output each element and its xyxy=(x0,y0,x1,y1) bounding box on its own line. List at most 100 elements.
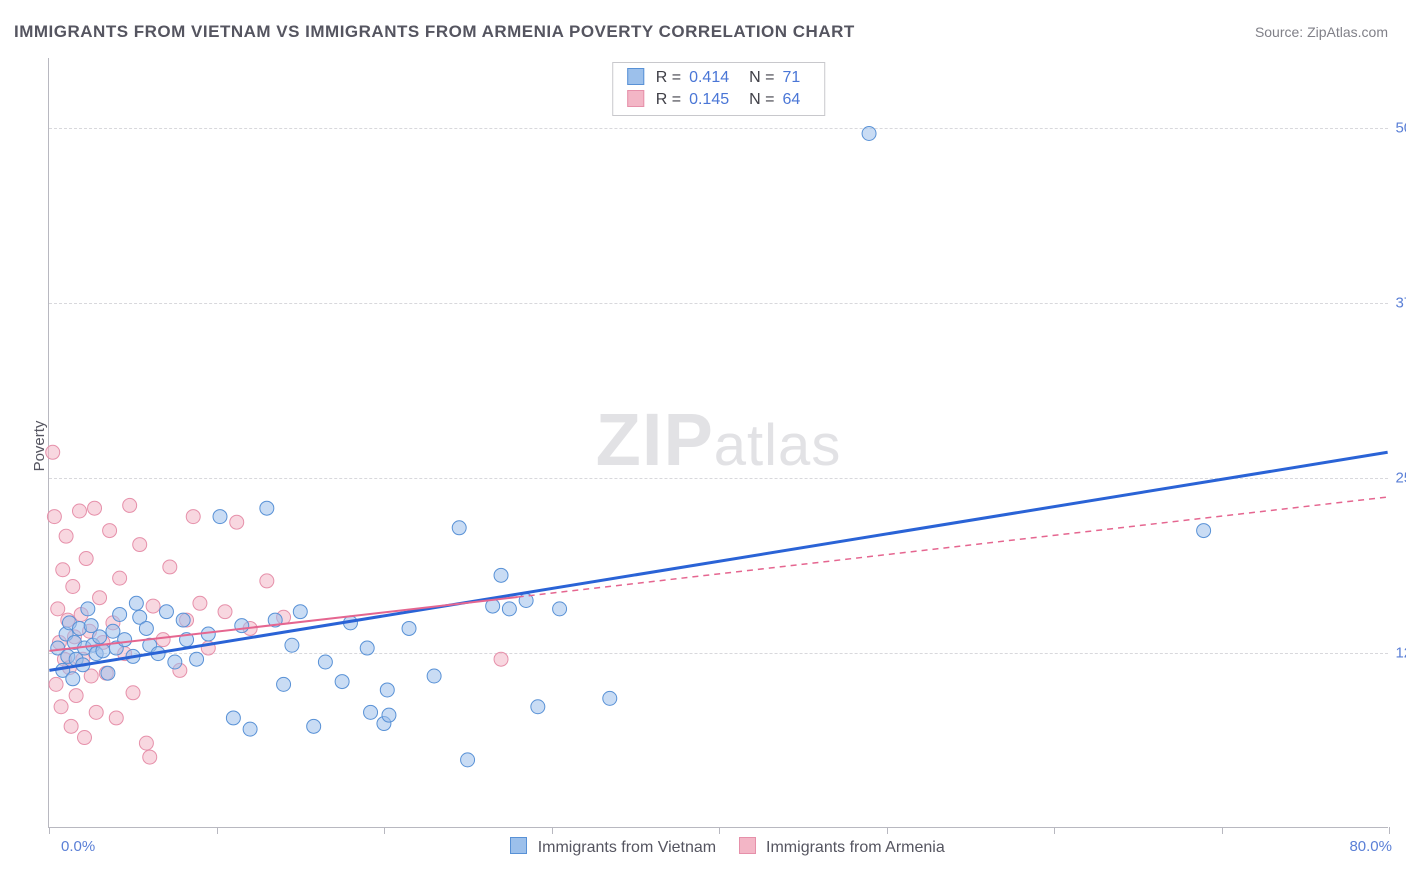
data-point xyxy=(66,672,80,686)
data-point xyxy=(1197,524,1211,538)
data-point xyxy=(494,568,508,582)
data-point xyxy=(218,605,232,619)
series-legend: Immigrants from Vietnam Immigrants from … xyxy=(49,837,1388,857)
data-point xyxy=(176,613,190,627)
data-point xyxy=(89,705,103,719)
data-point xyxy=(168,655,182,669)
data-point xyxy=(54,700,68,714)
data-point xyxy=(113,607,127,621)
legend-swatch-vietnam-bottom xyxy=(510,837,527,854)
x-tick xyxy=(1222,827,1223,834)
data-point xyxy=(56,563,70,577)
data-point xyxy=(69,689,83,703)
data-point xyxy=(285,638,299,652)
data-point xyxy=(335,675,349,689)
data-point xyxy=(193,596,207,610)
data-point xyxy=(293,605,307,619)
data-point xyxy=(146,599,160,613)
data-point xyxy=(862,127,876,141)
regression-line-extrapolated xyxy=(518,497,1388,597)
y-axis-label: Poverty xyxy=(31,421,48,472)
data-point xyxy=(163,560,177,574)
data-point xyxy=(402,621,416,635)
data-point xyxy=(109,711,123,725)
data-point xyxy=(143,750,157,764)
data-point xyxy=(382,708,396,722)
data-point xyxy=(260,501,274,515)
data-point xyxy=(78,731,92,745)
x-tick xyxy=(384,827,385,834)
data-point xyxy=(243,722,257,736)
x-tick xyxy=(1389,827,1390,834)
data-point xyxy=(156,633,170,647)
y-tick-label: 12.5% xyxy=(1390,645,1406,662)
data-point xyxy=(47,510,61,524)
scatter-svg xyxy=(49,58,1388,827)
data-point xyxy=(129,596,143,610)
data-point xyxy=(235,619,249,633)
data-point xyxy=(118,633,132,647)
r-value-0: 0.414 xyxy=(687,67,743,89)
n-value-0: 71 xyxy=(780,67,814,89)
data-point xyxy=(113,571,127,585)
data-point xyxy=(360,641,374,655)
data-point xyxy=(186,510,200,524)
legend-swatch-armenia xyxy=(627,90,644,107)
data-point xyxy=(133,538,147,552)
legend-row-vietnam: R = 0.414 N = 71 xyxy=(621,67,815,89)
r-label-0: R = xyxy=(650,67,687,89)
data-point xyxy=(277,677,291,691)
data-point xyxy=(88,501,102,515)
data-point xyxy=(427,669,441,683)
legend-swatch-vietnam xyxy=(627,68,644,85)
data-point xyxy=(452,521,466,535)
data-point xyxy=(101,666,115,680)
correlation-legend: R = 0.414 N = 71 R = 0.145 N = 64 xyxy=(612,62,826,116)
data-point xyxy=(318,655,332,669)
x-tick xyxy=(49,827,50,834)
data-point xyxy=(59,529,73,543)
data-point xyxy=(226,711,240,725)
legend-label-vietnam: Immigrants from Vietnam xyxy=(538,839,716,856)
data-point xyxy=(46,445,60,459)
x-tick xyxy=(887,827,888,834)
data-point xyxy=(93,630,107,644)
x-tick xyxy=(552,827,553,834)
data-point xyxy=(230,515,244,529)
regression-line xyxy=(49,452,1387,670)
x-tick xyxy=(217,827,218,834)
source-label[interactable]: Source: ZipAtlas.com xyxy=(1255,24,1388,40)
n-value-1: 64 xyxy=(780,89,814,111)
data-point xyxy=(461,753,475,767)
data-point xyxy=(93,591,107,605)
r-label-1: R = xyxy=(650,89,687,111)
data-point xyxy=(79,552,93,566)
data-point xyxy=(139,621,153,635)
y-tick-label: 50.0% xyxy=(1390,120,1406,137)
n-label-0: N = xyxy=(743,67,780,89)
legend-swatch-armenia-bottom xyxy=(739,837,756,854)
data-point xyxy=(213,510,227,524)
data-point xyxy=(553,602,567,616)
data-point xyxy=(190,652,204,666)
x-tick xyxy=(1054,827,1055,834)
plot-area: ZIPatlas R = 0.414 N = 71 R = 0.145 N = … xyxy=(48,58,1388,828)
data-point xyxy=(49,677,63,691)
data-point xyxy=(159,605,173,619)
y-tick-label: 25.0% xyxy=(1390,470,1406,487)
data-point xyxy=(103,524,117,538)
data-point xyxy=(603,691,617,705)
data-point xyxy=(106,624,120,638)
x-tick xyxy=(719,827,720,834)
data-point xyxy=(260,574,274,588)
data-point xyxy=(51,602,65,616)
y-tick-label: 37.5% xyxy=(1390,295,1406,312)
data-point xyxy=(123,498,137,512)
data-point xyxy=(364,705,378,719)
data-point xyxy=(502,602,516,616)
data-point xyxy=(64,719,78,733)
data-point xyxy=(126,686,140,700)
chart-container: IMMIGRANTS FROM VIETNAM VS IMMIGRANTS FR… xyxy=(0,0,1406,892)
data-point xyxy=(494,652,508,666)
n-label-1: N = xyxy=(743,89,780,111)
